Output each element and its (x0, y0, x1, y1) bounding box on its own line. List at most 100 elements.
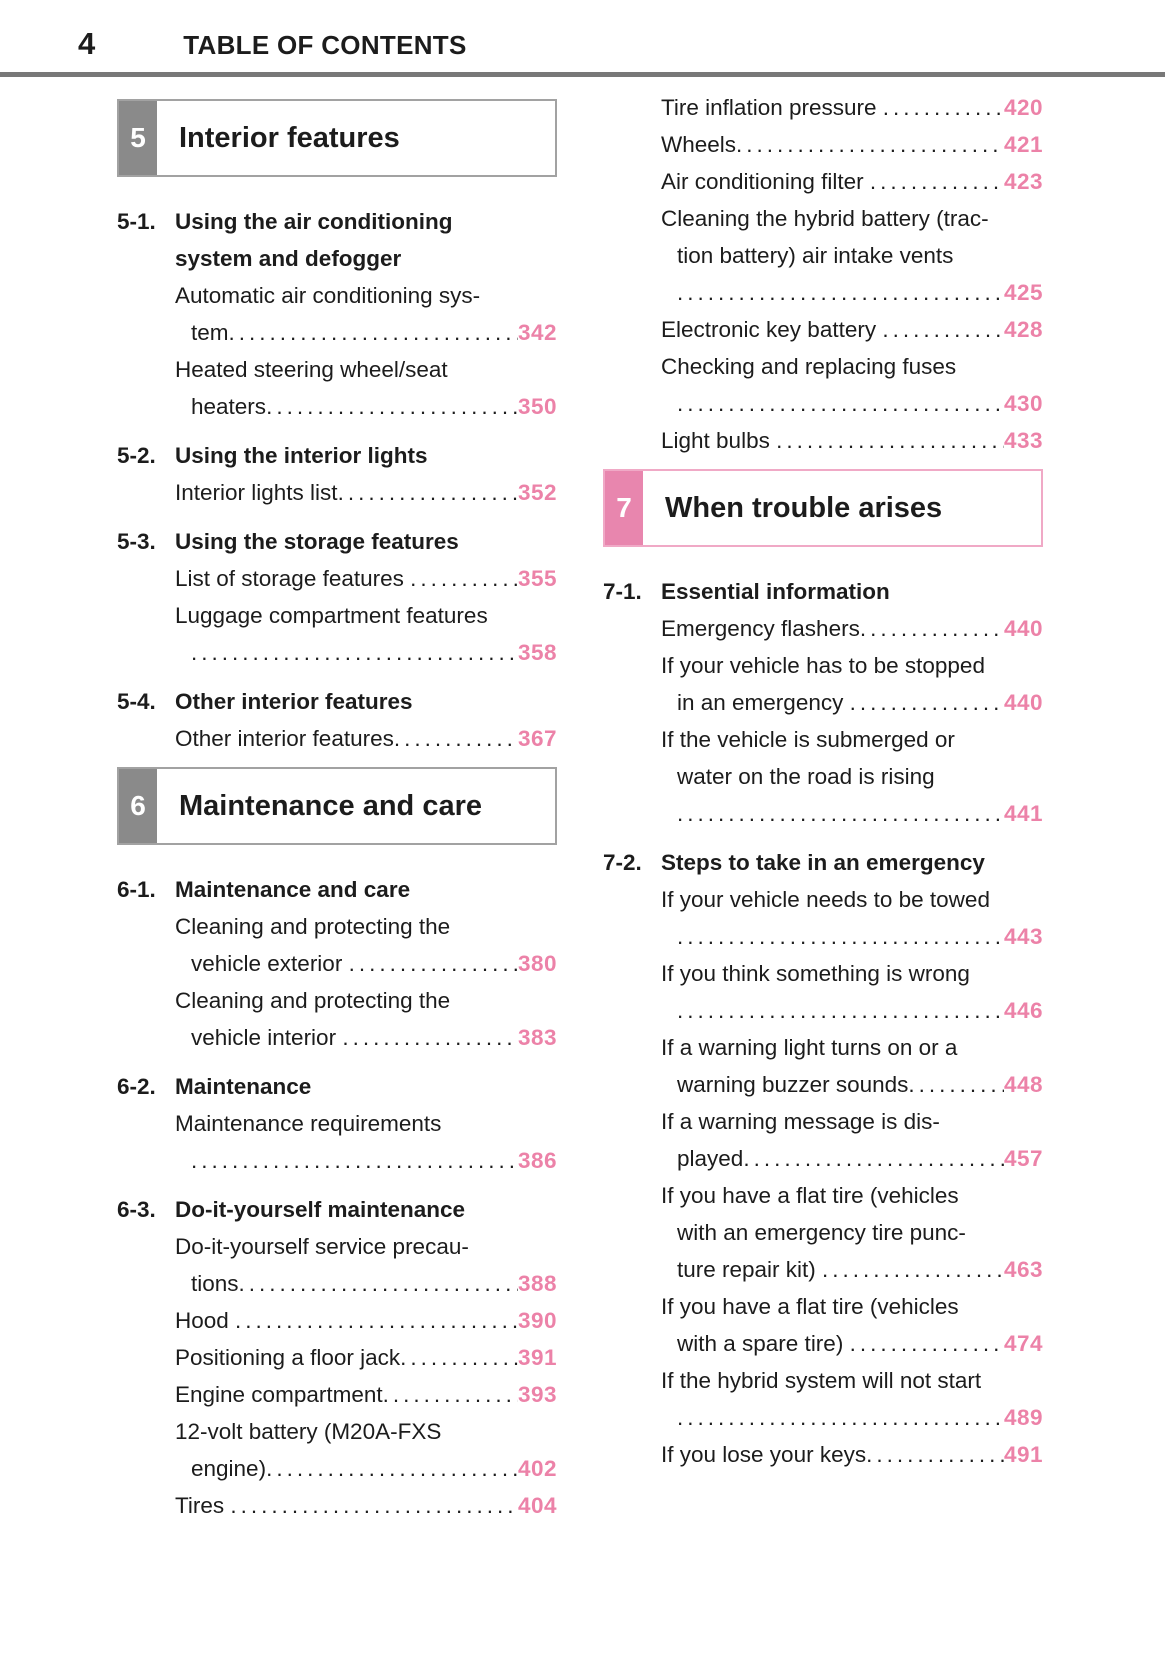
dot-leader (677, 385, 1004, 422)
chapter-number-tab: 5 (119, 101, 157, 175)
section-label: 6-3. (117, 1197, 156, 1222)
toc-entry: If you have a flat tire (vehicles with a … (603, 1288, 1043, 1362)
toc-entry: If your vehicle needs to be towed 443 (603, 881, 1043, 955)
entry-line: vehicle exterior 380 (117, 945, 557, 982)
dot-leader (883, 89, 1004, 126)
entry-page-number: 440 (1003, 616, 1043, 641)
section-heading: 6-2. Maintenance (117, 1068, 557, 1105)
entry-text: Emergency flashers (661, 616, 860, 641)
entry-line: 446 (603, 992, 1043, 1029)
chapter-box: 6 Maintenance and care (117, 767, 557, 845)
entry-line: Maintenance requirements (175, 1111, 442, 1136)
toc-section: 7-2. Steps to take in an emergency If your… (603, 844, 1043, 1473)
toc-entry: If a warning light turns on or a warning … (603, 1029, 1043, 1103)
toc-entry: Electronic key battery 428 (603, 311, 1043, 348)
entry-line: tion battery) air intake vents (677, 243, 954, 268)
section-heading: 7-2. Steps to take in an emergency (603, 844, 1043, 881)
entry-page-number: 448 (1003, 1072, 1043, 1097)
toc-section: 6-2. Maintenance Maintenance requirements 3… (117, 1068, 557, 1179)
entry-line: Checking and replacing fuses (661, 354, 957, 379)
entry-text: heaters (191, 394, 267, 419)
chapter-title: Maintenance and care (179, 789, 482, 822)
entry-text: with a spare tire) (677, 1331, 850, 1356)
entry-line: engine) 402 (117, 1450, 557, 1487)
entry-page-number: 350 (517, 394, 557, 419)
entry-line: 12-volt battery (M20A-FXS (175, 1419, 442, 1444)
entry-page-number: 402 (517, 1456, 557, 1481)
entry-line: Automatic air conditioning sys- (175, 283, 481, 308)
entry-page-number: 404 (517, 1493, 557, 1518)
entry-text: engine) (191, 1456, 267, 1481)
entry-page-number: 355 (517, 566, 557, 591)
entry-page-number: 474 (1003, 1331, 1043, 1356)
entry-line: If your vehicle needs to be towed (661, 887, 990, 912)
entry-page-number: 391 (517, 1345, 557, 1370)
entry-page-number: 388 (517, 1271, 557, 1296)
section-title: Using the storage features (175, 529, 459, 554)
toc-entry: If the hybrid system will not start 489 (603, 1362, 1043, 1436)
section-heading: 5-2. Using the interior lights (117, 437, 557, 474)
dot-leader (239, 1265, 518, 1302)
entry-text: tions (191, 1271, 239, 1296)
dot-leader (677, 992, 1004, 1029)
dot-leader (342, 1019, 518, 1056)
toc-entry: Cleaning and protecting the vehicle exter… (117, 908, 557, 982)
entry-line: with an emergency tire punc- (677, 1220, 966, 1245)
entry-text: Wheels (661, 132, 737, 157)
entry-line: vehicle interior 383 (117, 1019, 557, 1056)
entry-line: Do-it-yourself service precau- (175, 1234, 469, 1259)
dot-leader (870, 163, 1004, 200)
toc-entry: 12-volt battery (M20A-FXS engine) 402 (117, 1413, 557, 1487)
entry-text: Other interior features (175, 726, 394, 751)
entry-page-number: 425 (1003, 280, 1043, 305)
section-label: 5-2. (117, 443, 156, 468)
dot-leader (882, 311, 1004, 348)
toc-entry: Luggage compartment features 358 (117, 597, 557, 671)
dot-leader (677, 918, 1004, 955)
section-title: Do-it-yourself maintenance (175, 1197, 466, 1222)
entry-line: ture repair kit) 463 (603, 1251, 1043, 1288)
entry-page-number: 358 (517, 640, 557, 665)
entry-text: ture repair kit) (677, 1257, 823, 1282)
entry-text: in an emergency (677, 690, 850, 715)
entry-line: If the hybrid system will not start (661, 1368, 982, 1393)
dot-leader (736, 126, 1004, 163)
toc-entry: Checking and replacing fuses 430 (603, 348, 1043, 422)
entry-line: 489 (603, 1399, 1043, 1436)
dot-leader (860, 610, 1004, 647)
entry-line: 358 (117, 634, 557, 671)
toc-columns: 5 Interior features 5-1. Using the air cond… (0, 77, 1165, 1524)
entry-page-number: 457 (1003, 1146, 1043, 1171)
entry-line: Cleaning the hybrid battery (trac- (661, 206, 989, 231)
toc-entry: Cleaning and protecting the vehicle inter… (117, 982, 557, 1056)
entry-line: Wheels 421 (603, 126, 1043, 163)
entry-page-number: 441 (1003, 801, 1043, 826)
entry-page-number: 390 (517, 1308, 557, 1333)
entry-line: Light bulbs 433 (603, 422, 1043, 459)
entry-line: Cleaning and protecting the (175, 988, 451, 1013)
dot-leader (229, 314, 518, 351)
dot-leader (383, 1376, 518, 1413)
entry-line: Hood 390 (117, 1302, 557, 1339)
entry-text: vehicle interior (191, 1025, 343, 1050)
section-title: Steps to take in an emergency (661, 850, 985, 875)
toc-entry: Interior lights list 352 (117, 474, 557, 511)
entry-page-number: 423 (1003, 169, 1043, 194)
entry-line: warning buzzer sounds 448 (603, 1066, 1043, 1103)
toc-entry: Positioning a floor jack 391 (117, 1339, 557, 1376)
entry-text: Air conditioning filter (661, 169, 870, 194)
entry-text: Tire inflation pressure (661, 95, 883, 120)
section-label: 5-3. (117, 529, 156, 554)
entry-line: 443 (603, 918, 1043, 955)
entry-page-number: 440 (1003, 690, 1043, 715)
entry-line: Positioning a floor jack 391 (117, 1339, 557, 1376)
manual-toc-page: 4 TABLE OF CONTENTS 5 Interior features 5-… (0, 0, 1165, 1524)
toc-entry: If your vehicle has to be stopped in an e… (603, 647, 1043, 721)
toc-entry: Emergency flashers 440 (603, 610, 1043, 647)
section-heading: 5-3. Using the storage features (117, 523, 557, 560)
entry-line: If you have a flat tire (vehicles (661, 1183, 959, 1208)
dot-leader (866, 1436, 1004, 1473)
entry-text: List of storage features (175, 566, 411, 591)
entry-line: Other interior features 367 (117, 720, 557, 757)
entry-line: If you lose your keys 491 (603, 1436, 1043, 1473)
